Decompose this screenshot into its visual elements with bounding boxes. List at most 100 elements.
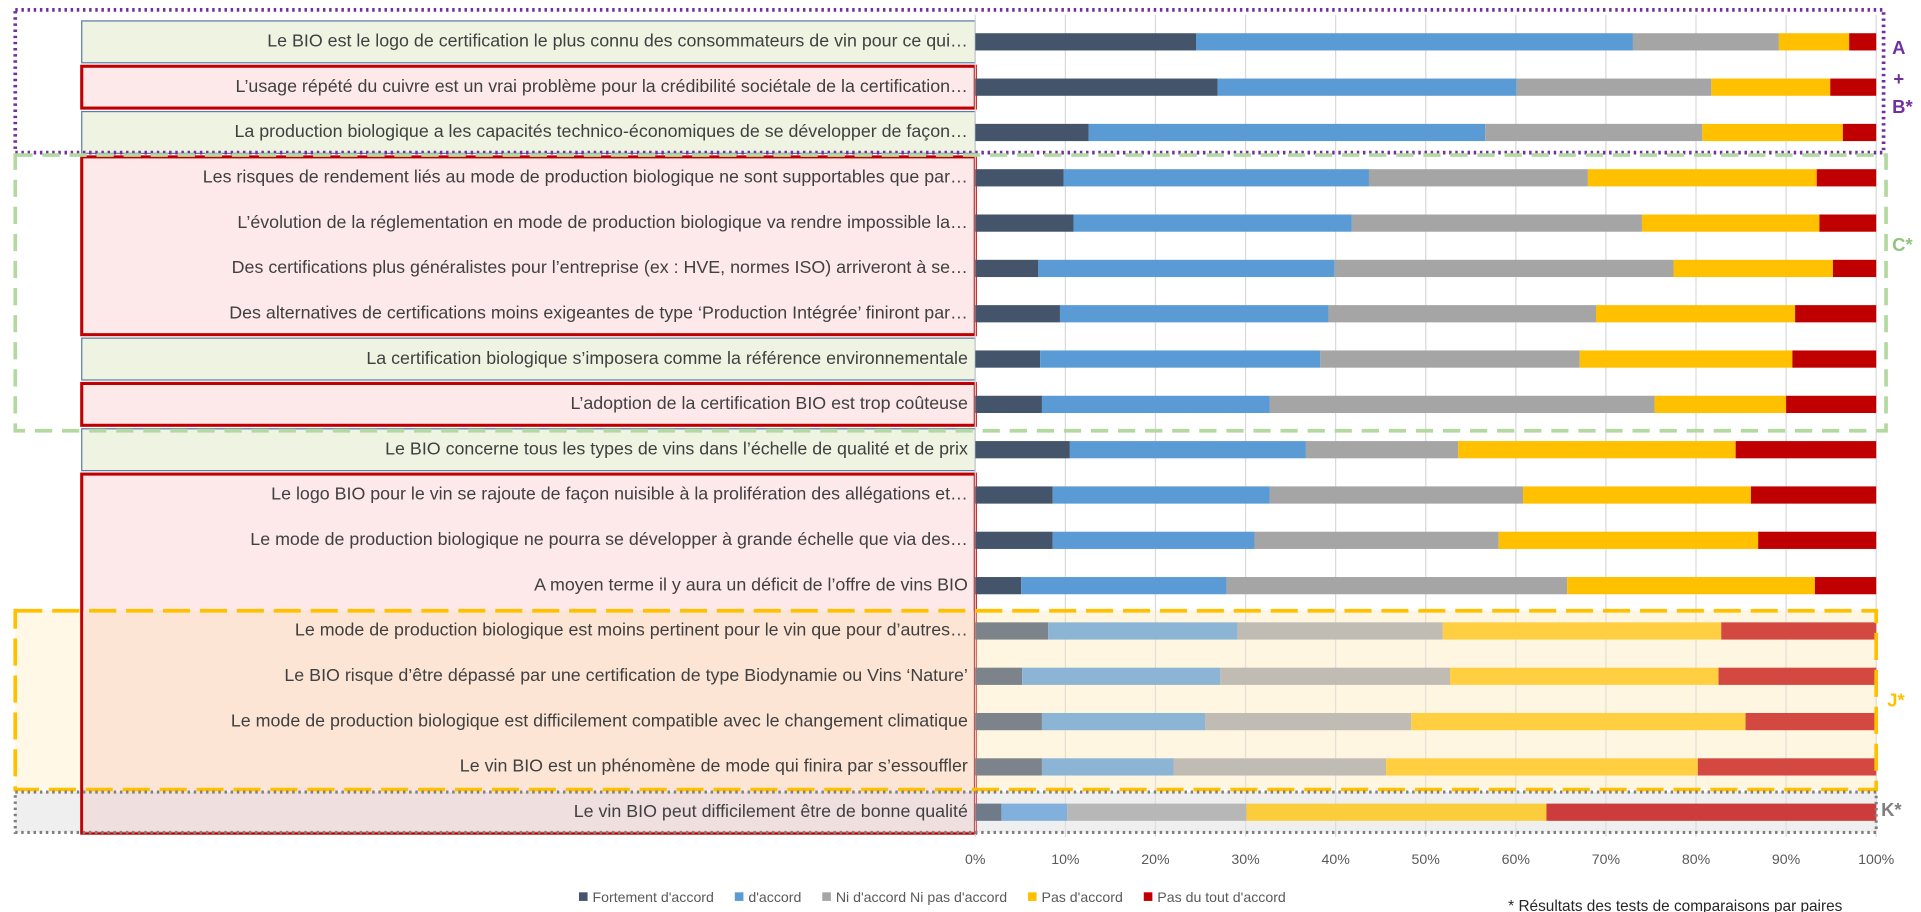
bar-segment [1458,441,1736,459]
legend-label: d'accord [748,889,801,905]
bar-segment [1059,305,1329,323]
label-box-k-tint [82,792,975,833]
category-label: L’usage répété du cuivre est un vrai pro… [236,76,968,96]
category-label: Le mode de production biologique ne pour… [250,529,968,549]
x-tick-label: 100% [1858,851,1895,867]
bar-segment [975,350,1041,368]
bar-segment [975,169,1064,187]
bar-segment [1040,350,1321,368]
bar-segment [1195,33,1633,51]
bar-segment [975,441,1070,459]
bar-segment [1523,486,1751,504]
x-tick-label: 40% [1321,851,1350,867]
bar-segment [1254,531,1499,549]
group-annotation: + [1893,68,1904,89]
bar-segment [1048,622,1238,640]
x-tick-label: 10% [1051,851,1080,867]
bar-segment [1022,667,1221,685]
category-label: Le BIO est le logo de certification le p… [267,31,968,51]
category-label: A moyen terme il y aura un déficit de l’… [534,574,968,594]
bar-segment [1073,214,1352,232]
region-c [13,153,1888,433]
bar-segment [1745,712,1877,731]
bar-segment [1269,395,1655,413]
category-label: Le BIO risque d’être dépassé par une cer… [284,665,967,685]
group-annotation: J* [1887,689,1905,710]
legend-label: Fortement d'accord [592,889,713,905]
legend-label: Ni d'accord Ni pas d'accord [836,889,1007,905]
category-label: Des certifications plus généralistes pou… [232,257,968,277]
bar-segment [1088,123,1486,142]
bar-segment [1498,531,1759,549]
bar-segment [1792,350,1877,368]
bar-segment [1368,169,1588,187]
bar-segment [1173,758,1387,776]
bar-segment [1246,803,1547,821]
bar-segment [1041,712,1206,731]
label-box-negative [80,64,977,110]
bar-segment [1596,305,1796,323]
x-tick-label: 60% [1502,851,1531,867]
label-box-positive [81,20,976,64]
bar-segment [1546,803,1877,821]
bar-segment [1702,123,1843,142]
bar-segment [1786,395,1877,413]
bar-segment [1069,441,1306,459]
bar-segment [1832,259,1877,278]
legend-swatch [1143,892,1153,901]
legend-swatch [734,892,744,901]
bar-segment [1442,622,1722,640]
legend-swatch [822,892,831,901]
bar-segment [1052,531,1255,549]
group-annotation: B* [1892,96,1913,117]
bar-segment [975,395,1042,413]
bar-segment [975,259,1039,278]
x-tick-label: 80% [1682,851,1711,867]
bar-segment [975,758,1042,776]
bar-segment [1217,78,1517,96]
bar-segment [1579,350,1793,368]
bar-segment [1718,667,1877,685]
category-label: L’évolution de la réglementation en mode… [237,212,967,232]
bar-segment [1842,123,1877,142]
bar-segment [1351,214,1642,232]
x-tick-label: 0% [965,851,986,867]
bar-segment [1021,577,1227,595]
bar-segment [1041,758,1174,776]
bar-segment [1237,622,1443,640]
x-tick-label: 20% [1141,851,1170,867]
bar-segment [1041,395,1270,413]
bar-segment [1485,123,1703,142]
bar-segment [975,33,1196,51]
bar-segment [1735,441,1877,459]
category-label: Les risques de rendement liés au mode de… [203,167,968,187]
bar-segment [975,667,1023,685]
region-ab [13,8,1886,155]
x-tick-label: 90% [1772,851,1801,867]
bar-segment [1814,577,1877,595]
bar-segment [1334,259,1674,278]
bar-segment [1819,214,1877,232]
bar-segment [975,577,1022,595]
region-j-tint [975,610,1877,790]
legend-label: Pas du tout d'accord [1157,889,1285,905]
bar-segment [1758,531,1877,549]
legend-swatch [578,892,588,901]
region-j [13,608,1879,792]
category-label: Le mode de production biologique est moi… [295,620,968,640]
bar-segment [1778,33,1850,51]
bar-segment [1516,78,1712,96]
x-tick-label: 50% [1412,851,1441,867]
label-box-negative [80,381,977,427]
x-tick-label: 30% [1231,851,1260,867]
legend-swatch [1027,892,1037,901]
bar-segment [1816,169,1877,187]
bar-segment [1567,577,1815,595]
bar-segment [1386,758,1698,776]
label-box-positive [81,428,976,472]
bar-segment [975,712,1042,731]
bar-segment [1226,577,1568,595]
bar-segment [1587,169,1817,187]
bar-segment [1721,622,1877,640]
